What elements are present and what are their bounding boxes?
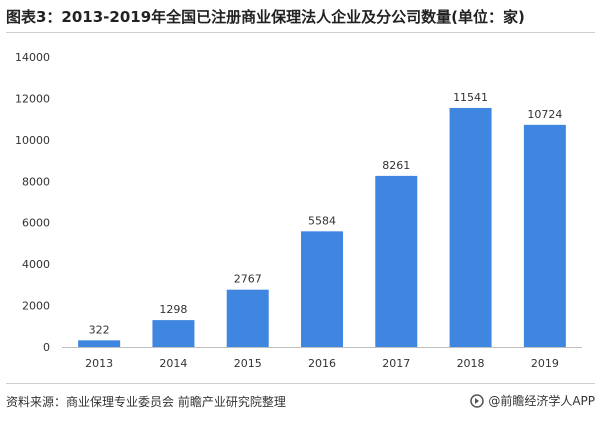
qianzhan-logo-icon — [470, 393, 485, 408]
bar-2019 — [523, 124, 566, 347]
x-tick-label-2019: 2019 — [531, 357, 559, 370]
y-tick-label: 8000 — [22, 175, 50, 188]
bar-2014 — [152, 320, 195, 347]
bar-2013 — [78, 340, 121, 347]
data-label-2013: 322 — [89, 323, 110, 336]
y-tick-label: 2000 — [22, 300, 50, 313]
y-tick-label: 10000 — [15, 134, 50, 147]
y-tick-label: 0 — [43, 341, 50, 354]
data-label-2014: 1298 — [159, 303, 187, 316]
chart-title: 图表3：2013-2019年全国已注册商业保理法人企业及分公司数量(单位：家) — [6, 8, 525, 26]
x-tick-label-2015: 2015 — [234, 357, 262, 370]
data-label-2019: 10724 — [527, 108, 562, 121]
bar-2018 — [449, 107, 492, 347]
data-label-2018: 11541 — [453, 91, 488, 104]
title-divider — [6, 32, 595, 33]
data-label-2015: 2767 — [234, 273, 262, 286]
y-tick-label: 14000 — [15, 51, 50, 64]
bar-2015 — [226, 289, 269, 347]
bars: 322 1298 2767 5584 8261 11541 10724 — [78, 91, 566, 347]
x-tick-label-2013: 2013 — [85, 357, 113, 370]
y-tick-label: 4000 — [22, 258, 50, 271]
y-tick-label: 12000 — [15, 92, 50, 105]
bar-2017 — [375, 175, 418, 347]
x-tick-label-2014: 2014 — [159, 357, 187, 370]
source-note: 资料来源：商业保理专业委员会 前瞻产业研究院整理 — [6, 395, 286, 409]
y-axis: 0 2000 4000 6000 8000 10000 12000 14000 — [15, 51, 50, 354]
y-tick-label: 6000 — [22, 217, 50, 230]
footer-divider — [6, 383, 595, 384]
data-label-2017: 8261 — [382, 159, 410, 172]
x-tick-label-2017: 2017 — [382, 357, 410, 370]
bar-2016 — [301, 231, 343, 347]
brand-credit: @前瞻经济学人APP — [470, 392, 595, 409]
x-axis: 2013 2014 2015 2016 2017 2018 2019 — [85, 357, 559, 370]
x-tick-label-2018: 2018 — [457, 357, 485, 370]
x-tick-label-2016: 2016 — [308, 357, 336, 370]
data-label-2016: 5584 — [308, 214, 336, 227]
brand-text: @前瞻经济学人APP — [488, 394, 595, 408]
